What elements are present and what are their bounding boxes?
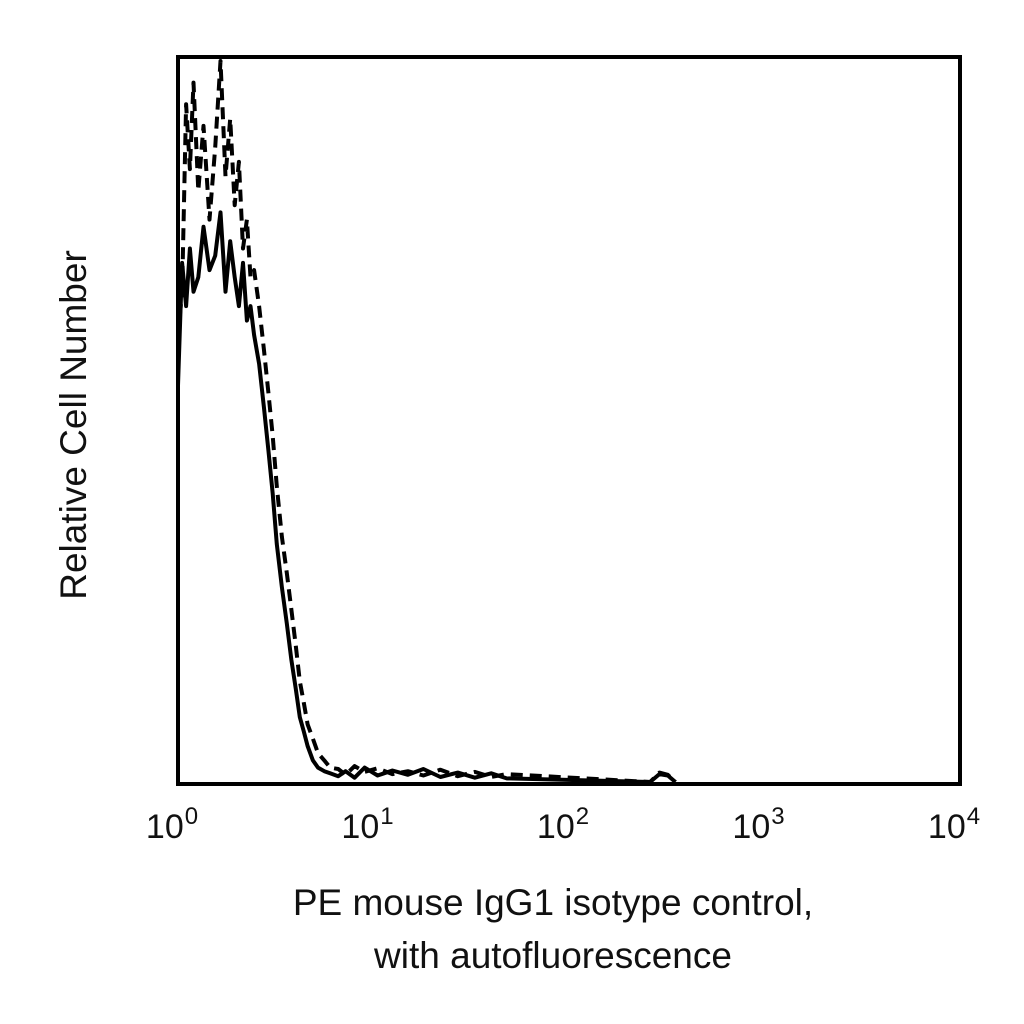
series-line-solid	[176, 210, 677, 784]
x-tick-label-1: 101	[341, 803, 393, 846]
x-tick-label-0: 100	[146, 803, 198, 846]
x-axis-label-line1: PE mouse IgG1 isotype control,	[293, 882, 813, 923]
y-axis-label: Relative Cell Number	[53, 250, 94, 600]
x-tick-label-2: 102	[537, 803, 589, 846]
series-line-dashed	[176, 59, 677, 784]
x-tick-label-3: 103	[732, 803, 784, 846]
x-tick-labels: 100 101 102 103 104	[146, 803, 980, 846]
series-layer	[176, 59, 677, 784]
x-axis-label-line2: with autofluorescence	[373, 935, 732, 976]
plot-frame	[176, 55, 962, 786]
x-tick-label-4: 104	[928, 803, 980, 846]
